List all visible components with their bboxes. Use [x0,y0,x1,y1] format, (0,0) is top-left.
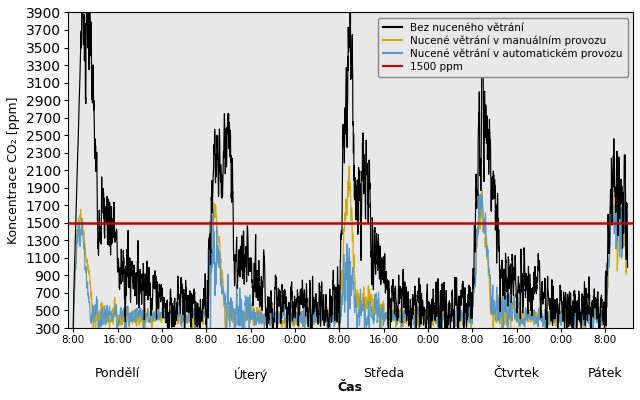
Legend: Bez nuceného větrání, Nucené větrání v manuálním provozu, Nucené větrání v autom: Bez nuceného větrání, Nucené větrání v m… [378,18,628,77]
X-axis label: Čas: Čas [338,381,363,394]
Text: Středa: Středa [363,367,404,380]
Text: Úterý: Úterý [234,367,268,382]
Text: Pondělí: Pondělí [95,367,140,380]
Text: Pátek: Pátek [588,367,623,380]
Y-axis label: Koncentrace CO₂ [ppm]: Koncentrace CO₂ [ppm] [7,96,20,244]
Text: Čtvrtek: Čtvrtek [493,367,540,380]
